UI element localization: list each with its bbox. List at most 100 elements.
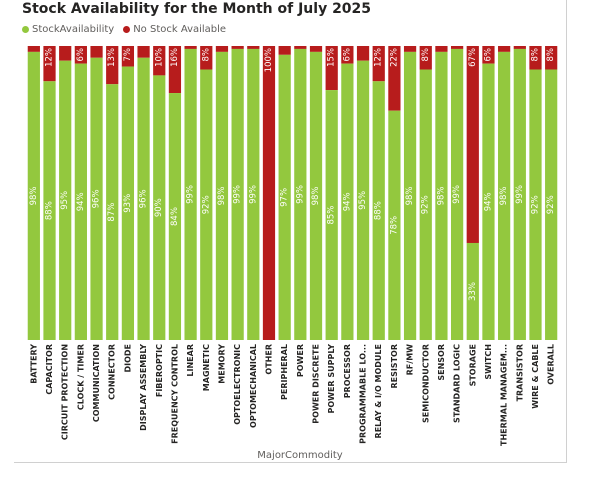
bar-no-stock-magnetic[interactable] [200, 46, 213, 70]
data-label-stock-availability-standard-logic: 99% [452, 185, 462, 204]
bar-no-stock-communication[interactable] [90, 46, 103, 58]
legend-marker-stock-availability [22, 26, 29, 33]
data-label-stock-availability-frequency-control: 84% [170, 207, 180, 226]
bar-stock-availability-relay-i-o-module[interactable] [372, 81, 385, 340]
chart-title: Stock Availability for the Month of July… [22, 1, 372, 17]
bar-stock-availability-display-assembly[interactable] [137, 57, 150, 340]
x-tick-label-other: OTHER [264, 344, 273, 375]
bar-stock-availability-diode[interactable] [121, 66, 135, 340]
x-tick-label-display-assembly: DISPLAY ASSEMBLY [139, 344, 148, 431]
bar-no-stock-storage[interactable] [466, 46, 479, 243]
data-label-stock-availability-communication: 96% [92, 189, 102, 208]
data-label-no-stock-processor: 6% [342, 48, 352, 62]
bar-stock-availability-transistor[interactable] [513, 48, 526, 340]
bar-stock-availability-sensor[interactable] [435, 51, 448, 340]
bar-no-stock-optomechanical[interactable] [247, 46, 260, 49]
data-label-stock-availability-processor: 94% [342, 192, 352, 211]
legend-item-stock-availability[interactable]: StockAvailability [22, 24, 114, 35]
bar-stock-availability-overall[interactable] [545, 69, 558, 341]
bar-stock-availability-power-supply[interactable] [325, 90, 338, 340]
x-tick-label-battery: BATTERY [29, 344, 38, 384]
bar-no-stock-thermal-managem[interactable] [498, 46, 511, 52]
bar-no-stock-rf-mw[interactable] [403, 46, 417, 52]
bar-no-stock-optoelectronic[interactable] [231, 46, 244, 49]
bar-stock-availability-communication[interactable] [90, 57, 103, 340]
x-tick-label-peripheral: PERIPHERAL [280, 344, 289, 400]
bar-stock-availability-battery[interactable] [27, 51, 40, 340]
chart-legend[interactable]: StockAvailability No Stock Available [22, 24, 226, 35]
bar-stock-availability-linear[interactable] [184, 48, 197, 340]
x-tick-label-fiberoptic: FIBEROPTIC [155, 344, 164, 397]
x-tick-label-connector: CONNECTOR [108, 344, 117, 400]
data-label-no-stock-overall: 8% [546, 48, 556, 62]
bar-stock-availability-peripheral[interactable] [278, 54, 291, 340]
bar-stock-availability-rf-mw[interactable] [403, 51, 417, 340]
data-label-stock-availability-transistor: 99% [515, 185, 525, 204]
data-label-stock-availability-wire-cable: 92% [530, 195, 540, 214]
data-label-stock-availability-peripheral: 97% [280, 188, 290, 207]
bar-stock-availability-connector[interactable] [106, 84, 119, 340]
bar-no-stock-other[interactable] [262, 46, 276, 340]
bar-no-stock-power-supply[interactable] [325, 46, 338, 91]
bar-no-stock-memory[interactable] [215, 46, 229, 52]
bar-no-stock-standard-logic[interactable] [450, 46, 464, 49]
data-label-stock-availability-semiconductor: 92% [421, 195, 431, 214]
bar-stock-availability-optomechanical[interactable] [247, 48, 260, 340]
bar-no-stock-frequency-control[interactable] [168, 46, 182, 94]
bar-no-stock-resistor[interactable] [388, 46, 401, 111]
data-label-stock-availability-magnetic: 92% [201, 195, 211, 214]
bar-no-stock-programmable-lo[interactable] [356, 46, 370, 61]
bar-stock-availability-magnetic[interactable] [200, 69, 213, 341]
bar-stock-availability-semiconductor[interactable] [419, 69, 432, 341]
bar-stock-availability-frequency-control[interactable] [168, 93, 182, 340]
data-label-stock-availability-rf-mw: 98% [405, 186, 415, 205]
bar-no-stock-linear[interactable] [184, 46, 197, 49]
bar-no-stock-semiconductor[interactable] [419, 46, 432, 70]
bar-stock-availability-optoelectronic[interactable] [231, 48, 244, 340]
bar-no-stock-switch[interactable] [482, 46, 495, 64]
data-label-no-stock-clock-timer: 6% [76, 48, 86, 62]
data-label-stock-availability-relay-i-o-module: 88% [374, 201, 384, 220]
bar-no-stock-clock-timer[interactable] [74, 46, 87, 64]
bar-stock-availability-thermal-managem[interactable] [498, 51, 511, 340]
bar-stock-availability-fiberoptic[interactable] [153, 75, 166, 341]
bar-stock-availability-circuit-protection[interactable] [59, 60, 72, 340]
data-label-stock-availability-programmable-lo: 95% [358, 191, 368, 210]
bar-no-stock-power[interactable] [294, 46, 307, 49]
bar-stock-availability-processor[interactable] [341, 63, 354, 340]
data-label-no-stock-semiconductor: 8% [421, 48, 431, 62]
legend-item-no-stock[interactable]: No Stock Available [123, 24, 226, 35]
bar-no-stock-fiberoptic[interactable] [153, 46, 166, 76]
bar-stock-availability-storage[interactable] [466, 242, 479, 340]
bar-no-stock-connector[interactable] [106, 46, 119, 85]
bar-no-stock-processor[interactable] [341, 46, 354, 64]
bar-stock-availability-programmable-lo[interactable] [356, 60, 370, 340]
data-label-no-stock-frequency-control: 16% [170, 48, 180, 67]
bar-no-stock-battery[interactable] [27, 46, 40, 52]
bar-stock-availability-power-discrete[interactable] [309, 51, 323, 340]
bar-no-stock-relay-i-o-module[interactable] [372, 46, 385, 82]
bar-no-stock-diode[interactable] [121, 46, 135, 67]
x-tick-label-circuit-protection: CIRCUIT PROTECTION [61, 344, 70, 440]
data-label-stock-availability-optomechanical: 99% [248, 185, 258, 204]
bar-stock-availability-memory[interactable] [215, 51, 229, 340]
bar-stock-availability-power[interactable] [294, 48, 307, 340]
bar-no-stock-power-discrete[interactable] [309, 46, 323, 52]
bar-stock-availability-capacitor[interactable] [43, 81, 56, 340]
bar-no-stock-transistor[interactable] [513, 46, 526, 49]
bar-stock-availability-clock-timer[interactable] [74, 63, 87, 340]
bar-stock-availability-standard-logic[interactable] [450, 48, 464, 340]
bar-no-stock-wire-cable[interactable] [529, 46, 542, 70]
bar-no-stock-peripheral[interactable] [278, 46, 291, 55]
bar-no-stock-sensor[interactable] [435, 46, 448, 52]
x-tick-label-power: POWER [296, 344, 305, 377]
bar-stock-availability-wire-cable[interactable] [529, 69, 542, 341]
bar-no-stock-circuit-protection[interactable] [59, 46, 72, 61]
bar-no-stock-overall[interactable] [545, 46, 558, 70]
data-label-stock-availability-display-assembly: 96% [139, 189, 149, 208]
bar-no-stock-capacitor[interactable] [43, 46, 56, 82]
bar-stock-availability-resistor[interactable] [388, 110, 401, 341]
bar-stock-availability-switch[interactable] [482, 63, 495, 340]
bar-no-stock-display-assembly[interactable] [137, 46, 150, 58]
